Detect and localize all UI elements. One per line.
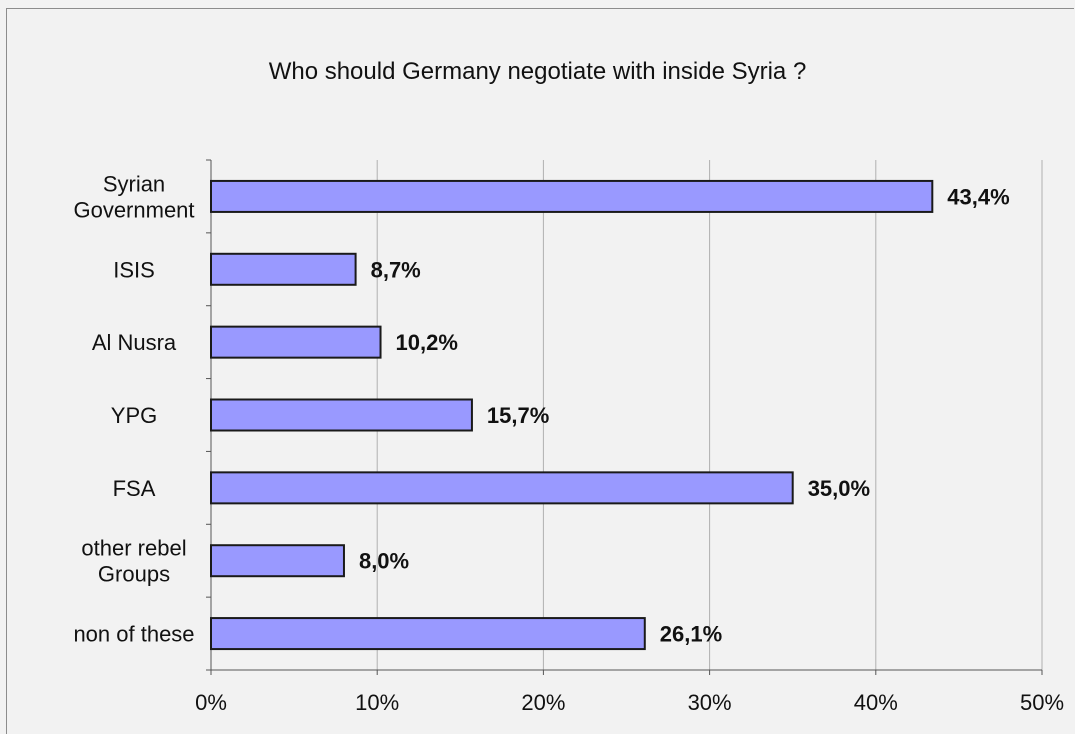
category-label: Al Nusra: [92, 330, 177, 355]
data-label: 10,2%: [396, 330, 458, 355]
data-label: 43,4%: [947, 184, 1009, 209]
data-label: 8,7%: [371, 257, 421, 282]
bars: [210, 179, 934, 651]
bar: [210, 252, 357, 286]
category-label: non of these: [73, 622, 194, 647]
category-label: other rebel Groups: [81, 536, 186, 587]
x-tick-label: 50%: [1020, 690, 1064, 715]
x-tick-label: 10%: [355, 690, 399, 715]
bar: [210, 325, 382, 359]
x-tick-label: 30%: [688, 690, 732, 715]
category-label: YPG: [111, 403, 157, 428]
category-label: Syrian Government: [73, 171, 194, 222]
data-label: 8,0%: [359, 549, 409, 574]
bar: [210, 471, 794, 505]
category-label: ISIS: [113, 257, 155, 282]
bar: [210, 398, 473, 432]
chart-title: Who should Germany negotiate with inside…: [268, 58, 807, 85]
x-tick-label: 20%: [521, 690, 565, 715]
bar: [210, 544, 345, 578]
bar: [210, 179, 934, 213]
data-label: 35,0%: [808, 476, 870, 501]
x-tick-label: 0%: [195, 690, 227, 715]
labels: 0% 10% 20% 30% 40% 50% 43,4% Syrian Government 8,…: [73, 171, 1064, 715]
category-label: FSA: [113, 476, 156, 501]
data-label: 15,7%: [487, 403, 549, 428]
data-label: 26,1%: [660, 622, 722, 647]
chart-frame: [6, 8, 1074, 734]
grid-lines: [376, 160, 1043, 670]
x-tick-label: 40%: [854, 690, 898, 715]
bar: [210, 617, 646, 651]
